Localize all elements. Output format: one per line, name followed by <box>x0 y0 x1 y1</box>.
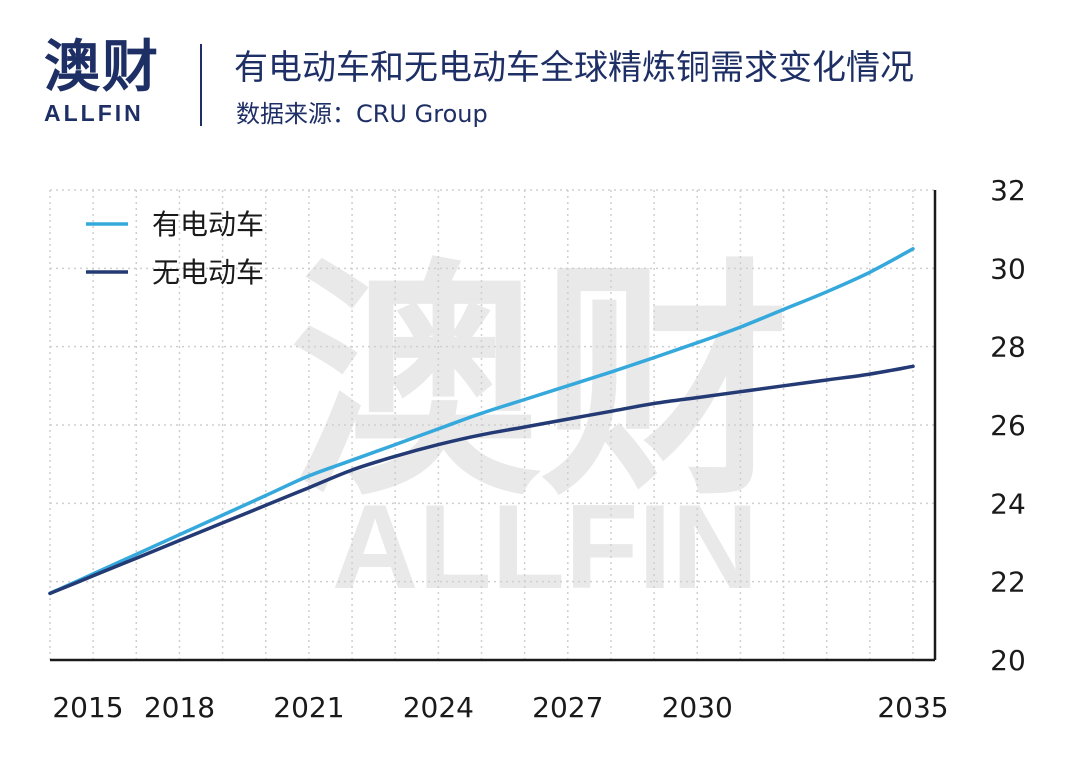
y-tick-label: 28 <box>990 331 1026 364</box>
series-lines <box>48 247 915 596</box>
x-tick-label: 2018 <box>144 691 215 724</box>
x-tick-label: 2015 <box>52 691 123 724</box>
brand-logo: 澳财 ALLFIN <box>44 38 164 127</box>
grid <box>49 189 935 660</box>
x-tick-label: 2027 <box>532 691 603 724</box>
series-line-1 <box>48 247 915 596</box>
x-tick-label: 2035 <box>877 691 948 724</box>
watermark: 澳财 ALLFIN <box>290 238 790 614</box>
x-tick-label: 2021 <box>273 691 344 724</box>
y-tick-label: 30 <box>990 252 1026 285</box>
series-line-2 <box>48 364 915 596</box>
y-tick-label: 32 <box>990 174 1026 207</box>
y-tick-label: 24 <box>990 487 1026 520</box>
y-tick-label: 20 <box>990 644 1026 677</box>
y-tick-label: 26 <box>990 409 1026 442</box>
legend-label-2: 无电动车 <box>152 256 264 289</box>
y-tick-label: 22 <box>990 566 1026 599</box>
header-divider <box>200 44 202 126</box>
brand-logo-cn: 澳财 <box>44 35 160 100</box>
axes <box>50 190 937 662</box>
chart-source: 数据来源：CRU Group <box>236 100 488 128</box>
watermark-cn: 澳财 <box>290 238 790 529</box>
watermark-en: ALLFIN <box>332 480 759 614</box>
x-tick-label: 2030 <box>662 691 733 724</box>
x-tick-label: 2024 <box>403 691 474 724</box>
brand-logo-en: ALLFIN <box>44 100 144 126</box>
chart-title: 有电动车和无电动车全球精炼铜需求变化情况 <box>234 48 914 88</box>
legend-label-1: 有电动车 <box>152 208 264 241</box>
tick-labels: 20 22 24 26 28 30 32 2015 2018 2021 2024 2027 2030 20… <box>52 174 1025 724</box>
